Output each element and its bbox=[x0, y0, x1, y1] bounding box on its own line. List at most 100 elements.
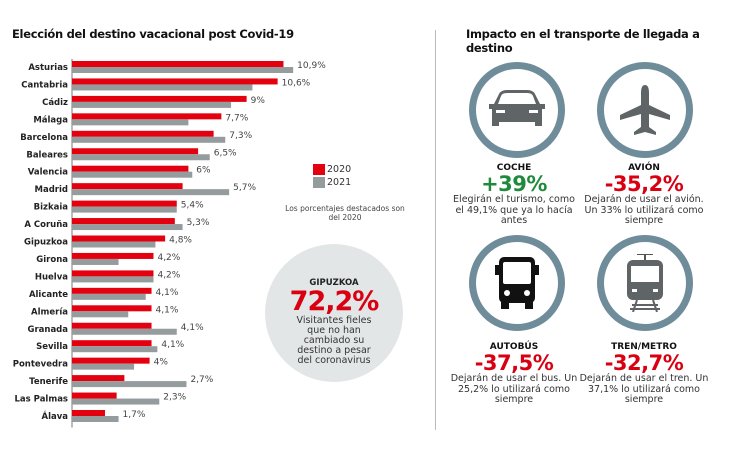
category-label: Huelva bbox=[35, 272, 68, 282]
bar-2021 bbox=[72, 241, 156, 248]
legend: 2020 2021 bbox=[313, 163, 351, 189]
bar-2021 bbox=[72, 101, 232, 108]
data-label: 5,4% bbox=[181, 201, 204, 211]
bar-2020 bbox=[72, 183, 183, 190]
data-label: 6,5% bbox=[214, 148, 237, 158]
plane-circle bbox=[597, 62, 693, 158]
bar-2020 bbox=[72, 340, 152, 347]
category-label: Bizkaia bbox=[34, 203, 69, 213]
bar-2020 bbox=[72, 287, 152, 294]
bar-2020 bbox=[72, 61, 284, 67]
data-label: 7,7% bbox=[225, 113, 248, 123]
data-label: 2,7% bbox=[190, 375, 213, 385]
data-label: 4,2% bbox=[157, 253, 180, 263]
transport-value: -35,2% bbox=[604, 172, 684, 196]
bar-2020 bbox=[72, 95, 247, 102]
category-label: Barcelona bbox=[20, 133, 68, 143]
category-label: Pontevedra bbox=[13, 360, 69, 370]
category-label: Asturias bbox=[28, 63, 68, 73]
data-label: 4% bbox=[154, 358, 169, 368]
bar-2020 bbox=[72, 148, 199, 155]
bar-2021 bbox=[72, 276, 154, 283]
category-label: Granada bbox=[27, 325, 68, 335]
category-label: Málaga bbox=[33, 115, 68, 125]
bar-2021 bbox=[72, 293, 146, 300]
bar-2020 bbox=[72, 165, 189, 172]
bar-2020 bbox=[72, 113, 222, 120]
bar-2021 bbox=[72, 84, 253, 91]
bar-2020 bbox=[72, 270, 154, 277]
bus-icon bbox=[495, 257, 539, 309]
bar-2020 bbox=[72, 357, 150, 364]
category-label: Madrid bbox=[35, 185, 68, 195]
bar-2020 bbox=[72, 218, 175, 225]
bar-2021 bbox=[72, 154, 210, 161]
legend-label: 2020 bbox=[327, 164, 352, 175]
bar-2021 bbox=[72, 398, 160, 405]
data-label: 4,8% bbox=[169, 236, 192, 246]
data-label: 4,1% bbox=[181, 323, 204, 333]
category-label: Girona bbox=[36, 255, 68, 265]
data-label: 10,9% bbox=[297, 61, 326, 71]
transport-label: AVIÓN bbox=[628, 163, 660, 173]
data-label: 4,1% bbox=[161, 340, 184, 350]
bar-2021 bbox=[72, 136, 226, 143]
bar-2020 bbox=[72, 252, 154, 259]
bar-2021 bbox=[72, 346, 158, 353]
bar-2020 bbox=[72, 78, 278, 85]
data-label: 5,3% bbox=[187, 218, 210, 228]
transport-description: Dejarán de usar el avión. Un 33% lo util… bbox=[584, 194, 704, 226]
category-label: Cantabria bbox=[21, 80, 68, 90]
transport-label: TREN/METRO bbox=[611, 342, 677, 352]
transport-item-car: COCHE +39% Elegirán el turismo, como el … bbox=[449, 163, 579, 227]
transport-value: -32,7% bbox=[604, 351, 684, 375]
bar-2020 bbox=[72, 410, 105, 416]
transport-description: Dejarán de usar el tren. Un 37,1% lo uti… bbox=[579, 373, 709, 405]
bar-2021 bbox=[72, 67, 294, 73]
data-label: 4,2% bbox=[157, 270, 180, 280]
train-circle bbox=[597, 235, 693, 331]
bar-2021 bbox=[72, 206, 177, 213]
plane-icon bbox=[620, 85, 670, 135]
transport-item-bus: AUTOBÚS -37,5% Dejarán de usar el bus. U… bbox=[449, 342, 579, 406]
bar-2020 bbox=[72, 130, 214, 137]
car-circle bbox=[469, 62, 565, 158]
legend-item-2021: 2021 bbox=[313, 176, 351, 189]
bar-2021 bbox=[72, 258, 119, 265]
bar-2021 bbox=[72, 363, 135, 370]
bus-circle bbox=[469, 235, 565, 331]
chart-title: Elección del destino vacacional post Cov… bbox=[12, 27, 294, 41]
bar-2020 bbox=[72, 322, 152, 329]
bar-2021 bbox=[72, 224, 183, 231]
category-label: Gipuzkoa bbox=[24, 238, 68, 248]
category-label: Valencia bbox=[28, 168, 69, 178]
data-label: 9% bbox=[251, 96, 266, 106]
bar-2020 bbox=[72, 392, 117, 399]
car-icon bbox=[489, 90, 545, 126]
bar-2021 bbox=[72, 189, 230, 196]
bar-2021 bbox=[72, 416, 119, 422]
highlight-bubble: GIPUZKOA 72,2% Visitantes fieles que no … bbox=[265, 244, 403, 382]
bar-chart: Asturias 10,9% Cantabria 10,6% Cádiz 9% Málaga… bbox=[13, 59, 326, 428]
bar-2021 bbox=[72, 381, 187, 388]
transport-value: -37,5% bbox=[474, 351, 554, 375]
transport-label: COCHE bbox=[496, 163, 532, 173]
highlight-region: GIPUZKOA bbox=[309, 278, 359, 288]
transport-item-train: TREN/METRO -32,7% Dejarán de usar el tre… bbox=[579, 342, 709, 406]
bar-2020 bbox=[72, 305, 152, 312]
category-label: Alicante bbox=[29, 290, 68, 300]
data-label: 7,3% bbox=[229, 131, 252, 141]
category-label: Almería bbox=[31, 307, 68, 317]
data-label: 4,1% bbox=[156, 288, 179, 298]
bar-2021 bbox=[72, 119, 189, 126]
bar-2021 bbox=[72, 311, 129, 318]
transport-description: Dejarán de usar el bus. Un 25,2% lo util… bbox=[450, 373, 578, 405]
train-icon bbox=[627, 254, 663, 312]
transport-title: Impacto en el transporte de llegada a de… bbox=[466, 27, 700, 55]
transport-description: Elegirán el turismo, como el 49,1% que y… bbox=[453, 194, 575, 226]
category-label: Cádiz bbox=[42, 98, 68, 108]
category-label: A Coruña bbox=[24, 220, 68, 230]
chart-note: Los porcentajes destacados son del 2020 bbox=[285, 204, 405, 222]
bar-2020 bbox=[72, 200, 177, 207]
legend-item-2020: 2020 bbox=[313, 163, 351, 176]
